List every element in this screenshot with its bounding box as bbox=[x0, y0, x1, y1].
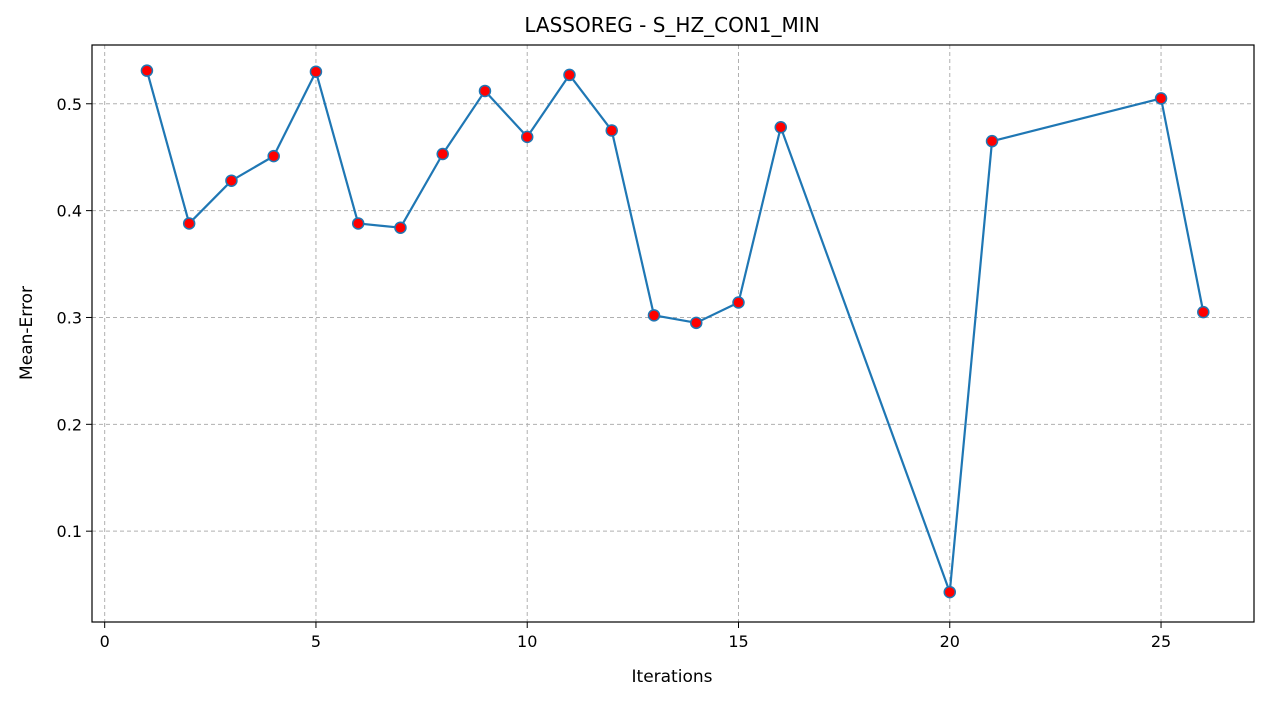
y-tick-label: 0.2 bbox=[57, 415, 82, 434]
data-point bbox=[140, 64, 154, 77]
x-tick-label: 15 bbox=[728, 632, 748, 651]
y-tick-label: 0.1 bbox=[57, 522, 82, 541]
data-point bbox=[943, 585, 957, 599]
data-point bbox=[267, 149, 280, 163]
y-axis-label: Mean-Error bbox=[17, 286, 37, 380]
grid-lines bbox=[92, 45, 1254, 622]
x-axis-label: Iterations bbox=[632, 667, 713, 687]
data-point bbox=[225, 174, 238, 187]
data-point bbox=[774, 121, 787, 134]
data-point bbox=[520, 130, 534, 144]
data-point bbox=[563, 68, 576, 82]
data-point bbox=[1154, 92, 1168, 105]
data-point bbox=[732, 296, 745, 309]
y-tick-label: 0.5 bbox=[57, 95, 82, 114]
data-point bbox=[1197, 305, 1210, 319]
data-point bbox=[394, 221, 407, 234]
data-series bbox=[140, 64, 1210, 599]
y-tick-label: 0.4 bbox=[57, 202, 82, 221]
x-tick-label: 20 bbox=[940, 632, 960, 651]
x-tick-label: 25 bbox=[1151, 632, 1171, 651]
series-line bbox=[145, 70, 1205, 594]
y-tick-label: 0.3 bbox=[57, 308, 82, 327]
data-point bbox=[436, 147, 449, 161]
data-point bbox=[182, 217, 196, 230]
data-point bbox=[478, 84, 492, 98]
data-point bbox=[647, 309, 661, 322]
plot-area-frame bbox=[91, 44, 1255, 623]
data-point bbox=[689, 316, 703, 330]
x-tick-label: 5 bbox=[311, 632, 321, 651]
axis-ticks: 0 5 10 15 20 25 0.1 0.2 0.3 0.4 0.5 bbox=[57, 95, 1172, 651]
chart-title: LASSOREG - S_HZ_CON1_MIN bbox=[524, 13, 819, 37]
data-point bbox=[309, 65, 323, 78]
data-point bbox=[605, 124, 618, 137]
x-tick-label: 0 bbox=[100, 632, 110, 651]
data-point bbox=[985, 134, 999, 148]
data-point bbox=[351, 217, 365, 230]
x-tick-label: 10 bbox=[517, 632, 537, 651]
